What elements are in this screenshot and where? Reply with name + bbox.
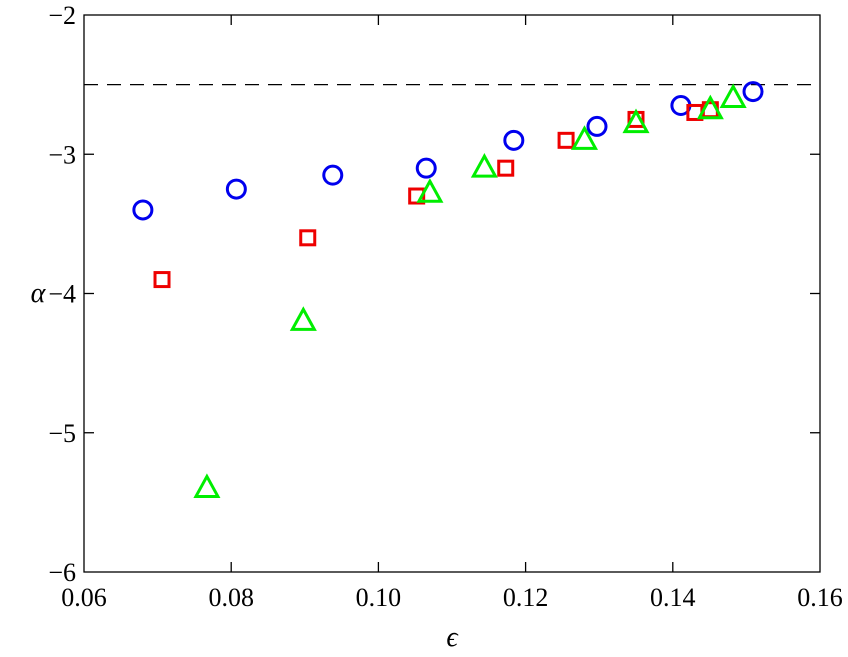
circle-point	[322, 164, 344, 186]
y-tick-label: −2	[48, 1, 76, 30]
x-axis-label: ϵ	[446, 622, 459, 653]
x-tick-label: 0.12	[503, 583, 549, 612]
circle-point	[742, 81, 764, 103]
triangle-point	[696, 94, 724, 120]
x-tick-label: 0.14	[650, 583, 696, 612]
axis-ticks: 0.06 0.08 0.10 0.12 0.14 0.16 −6 −5 −4 −3 −2	[48, 1, 842, 612]
square-point	[299, 229, 317, 247]
circle-point	[503, 129, 525, 151]
y-tick-label: −5	[48, 419, 76, 448]
data-marks	[84, 81, 820, 498]
triangle-point	[719, 83, 747, 109]
triangle-point	[470, 153, 498, 178]
x-tick-label: 0.06	[61, 583, 107, 612]
triangle-point	[622, 108, 650, 134]
triangle-point	[193, 473, 221, 498]
triangle-point	[570, 125, 599, 150]
x-tick-label: 0.08	[208, 583, 254, 612]
circle-point	[132, 199, 154, 221]
y-axis-label: α	[31, 278, 47, 309]
triangle-point	[289, 306, 317, 331]
circle-point	[586, 115, 608, 137]
triangle-point	[416, 178, 444, 203]
circle-point	[225, 178, 247, 200]
square-point	[497, 159, 515, 177]
square-point	[557, 131, 575, 149]
y-tick-label: −6	[48, 558, 76, 587]
y-tick-label: −3	[48, 140, 76, 169]
square-point	[408, 187, 426, 205]
y-tick-label: −4	[48, 280, 76, 309]
square-point	[153, 271, 171, 289]
circle-point	[415, 157, 437, 179]
x-tick-label: 0.16	[797, 583, 843, 612]
x-tick-label: 0.10	[356, 583, 402, 612]
